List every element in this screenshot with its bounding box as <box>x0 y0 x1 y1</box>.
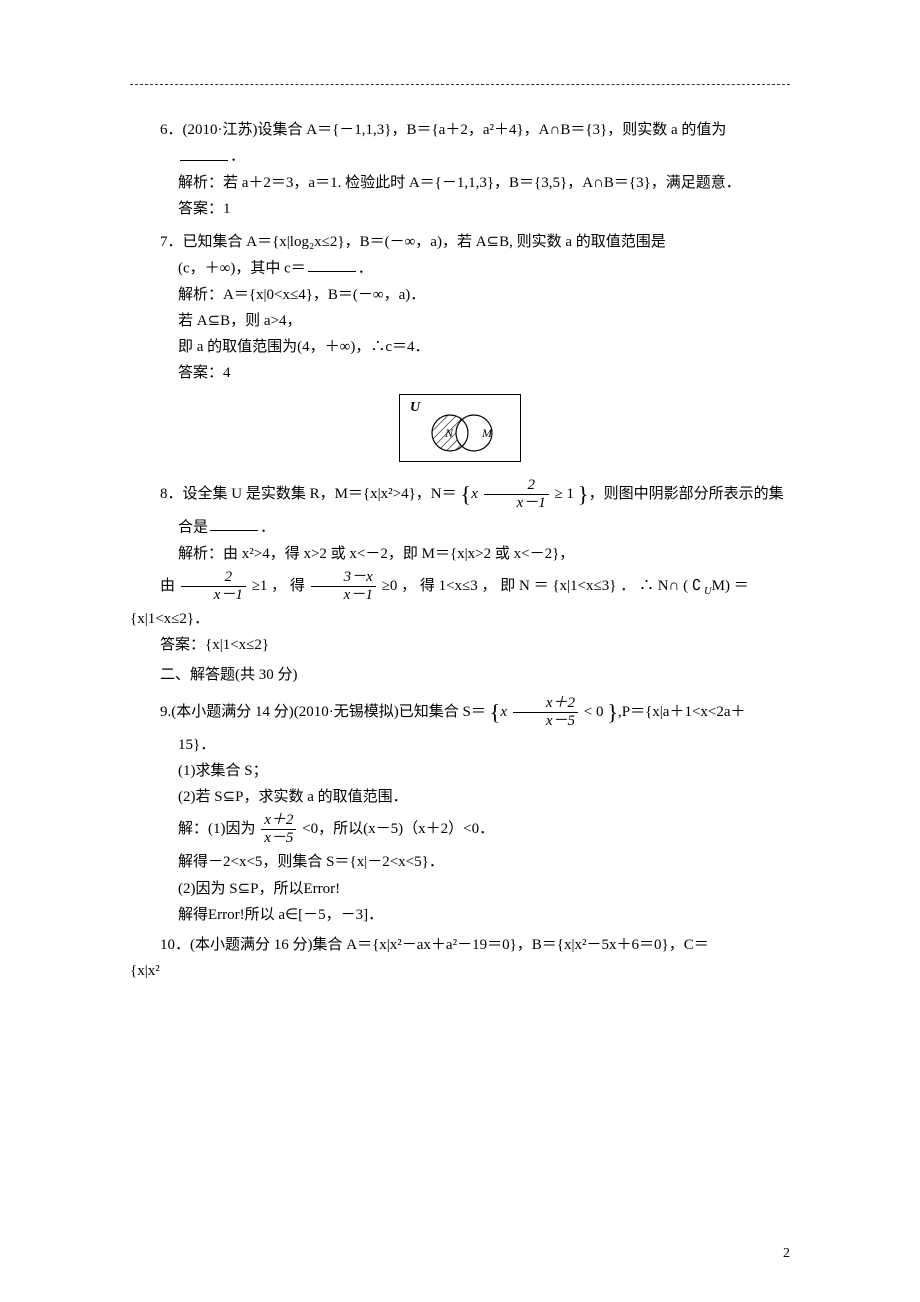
q7-answer: 答案：4 <box>178 363 790 383</box>
q9-sol1: 解：(1)因为 x＋2 x－5 <0，所以(x－5)（x＋2）<0． <box>178 813 790 846</box>
q8-line2: 合是 ． <box>178 517 790 538</box>
q8-fraction: 2 x－1 <box>484 478 549 511</box>
q6-solution: 解析：若 a＋2＝3，a＝1. 检验此时 A＝{－1,1,3}，B＝{3,5}，… <box>178 173 790 193</box>
q8-f2: 3－x x－1 <box>311 570 376 603</box>
blank-fill <box>308 258 356 273</box>
q7-solution-1: 解析：A＝{x|0<x≤4}，B＝(－∞，a)． <box>178 285 790 305</box>
q7-line2-suf: ． <box>358 260 373 276</box>
q9-fraction: x＋2 x－5 <box>513 696 578 729</box>
q6-stem: 6．(2010·江苏)设集合 A＝{－1,1,3}，B＝{a＋2，a²＋4}，A… <box>130 120 790 140</box>
q9-stem: 9.(本小题满分 14 分)(2010·无锡模拟)已知集合 S＝ {x x＋2 … <box>130 696 790 729</box>
q8-f2-den: x－1 <box>311 588 376 603</box>
q9-f-den: x－5 <box>513 714 578 729</box>
complement-subscript: U <box>701 586 711 597</box>
q8-sol2-mid2: ≥0 ， 得 1<x≤3 ， 即 N ＝ {x|1<x≤3} ． ∴ N∩ ( … <box>382 578 702 594</box>
q9-sol1-suf: <0，所以(x－5)（x＋2）<0． <box>302 821 494 837</box>
document-body: 6．(2010·江苏)设集合 A＝{－1,1,3}，B＝{a＋2，a²＋4}，A… <box>130 120 790 982</box>
lbrace-icon: { <box>490 699 501 724</box>
q9-line2: 15}． <box>178 735 790 755</box>
q9-part1: (1)求集合 S； <box>178 761 790 781</box>
rbrace-icon: } <box>578 481 589 506</box>
venn-diagram-wrap: U N M <box>130 394 790 468</box>
q9-stem-pre: 9.(本小题满分 14 分)(2010·无锡模拟)已知集合 S＝ <box>160 703 486 719</box>
q10-stem: 10．(本小题满分 16 分)集合 A＝{x|x²－ax＋a²－19＝0}，B＝… <box>130 935 790 955</box>
q9-s1-fraction: x＋2 x－5 <box>261 813 296 846</box>
venn-label-U: U <box>410 400 421 415</box>
q8-line2-pre: 合是 <box>178 519 208 535</box>
rbrace-icon: } <box>607 699 618 724</box>
q7-line2: (c，＋∞)，其中 c＝ ． <box>178 258 790 279</box>
blank-fill <box>180 146 228 161</box>
q9-stem-suf: ,P＝{x|a＋1<x<2a＋ <box>618 703 746 719</box>
q6-blank-line: ． <box>178 146 790 167</box>
q8-frac-den: x－1 <box>484 496 549 511</box>
q8-solution-2: 由 2 x－1 ≥1 ， 得 3－x x－1 ≥0 ， 得 1<x≤3 ， 即 … <box>130 570 790 603</box>
q9-s1-den: x－5 <box>261 831 296 846</box>
q8-f1: 2 x－1 <box>181 570 246 603</box>
q8-f1-den: x－1 <box>181 588 246 603</box>
q9-s1-num: x＋2 <box>261 813 296 828</box>
q8-stem-pre: 8．设全集 U 是实数集 R，M＝{x|x²>4}，N＝ <box>160 486 457 502</box>
q9-sol4: 解得Error!所以 a∈[－5，－3]． <box>178 905 790 925</box>
lbrace-icon: { <box>460 481 471 506</box>
q9-part2: (2)若 S⊆P，求实数 a 的取值范围． <box>178 787 790 807</box>
q8-sol2-mid1: ≥1 ， 得 <box>252 578 305 594</box>
top-dashed-rule <box>130 84 790 85</box>
venn-label-N: N <box>444 426 454 440</box>
q7-line2-pre: (c，＋∞)，其中 c＝ <box>178 260 306 276</box>
venn-label-M: M <box>481 426 493 440</box>
q7-stem-text: 7．已知集合 A＝{x|log₂x≤2}，B＝(－∞，a)，若 A⊆B, 则实数… <box>160 234 666 250</box>
q8-solution-1: 解析：由 x²>4，得 x>2 或 x<－2，即 M＝{x|x>2 或 x<－2… <box>178 544 790 564</box>
q8-solution-3: {x|1<x≤2}． <box>130 609 790 629</box>
section-2-heading: 二、解答题(共 30 分) <box>130 665 790 685</box>
q7-stem: 7．已知集合 A＝{x|log₂x≤2}，B＝(－∞，a)，若 A⊆B, 则实数… <box>130 232 790 252</box>
q8-sol2-tail: M) ＝ <box>712 578 749 594</box>
venn-diagram: U N M <box>399 394 521 462</box>
q8-f2-num: 3－x <box>311 570 376 585</box>
q6-stem-text: 6．(2010·江苏)设集合 A＝{－1,1,3}，B＝{a＋2，a²＋4}，A… <box>160 122 726 138</box>
q8-f1-num: 2 <box>181 570 246 585</box>
q9-sol1-pre: 解：(1)因为 <box>178 821 256 837</box>
q9-set-var: x <box>500 703 507 719</box>
q6-blank-suffix: ． <box>230 149 245 165</box>
q8-sol2-pre: 由 <box>160 578 175 594</box>
q8-answer: 答案：{x|1<x≤2} <box>130 635 790 655</box>
q9-sol2: 解得－2<x<5，则集合 S＝{x|－2<x<5}． <box>178 852 790 872</box>
q8-set-var: x <box>471 486 478 502</box>
q8-stem-suf: ，则图中阴影部分所表示的集 <box>589 486 784 502</box>
q9-f-rhs: < 0 <box>584 703 604 719</box>
q6-answer: 答案：1 <box>178 199 790 219</box>
q8-frac-rhs: ≥ 1 <box>555 486 574 502</box>
q8-frac-num: 2 <box>484 478 549 493</box>
q7-solution-3: 即 a 的取值范围为(4，＋∞)，∴c＝4． <box>178 337 790 357</box>
blank-fill <box>210 517 258 532</box>
q9-f-num: x＋2 <box>513 696 578 711</box>
q9-sol3: (2)因为 S⊆P，所以Error! <box>178 879 790 899</box>
page-number: 2 <box>783 1246 790 1262</box>
q8-stem: 8．设全集 U 是实数集 R，M＝{x|x²>4}，N＝ {x 2 x－1 ≥ … <box>130 478 790 511</box>
q7-solution-2: 若 A⊆B，则 a>4， <box>178 311 790 331</box>
q8-line2-suf: ． <box>260 519 275 535</box>
q10-line2: {x|x² <box>130 961 790 981</box>
